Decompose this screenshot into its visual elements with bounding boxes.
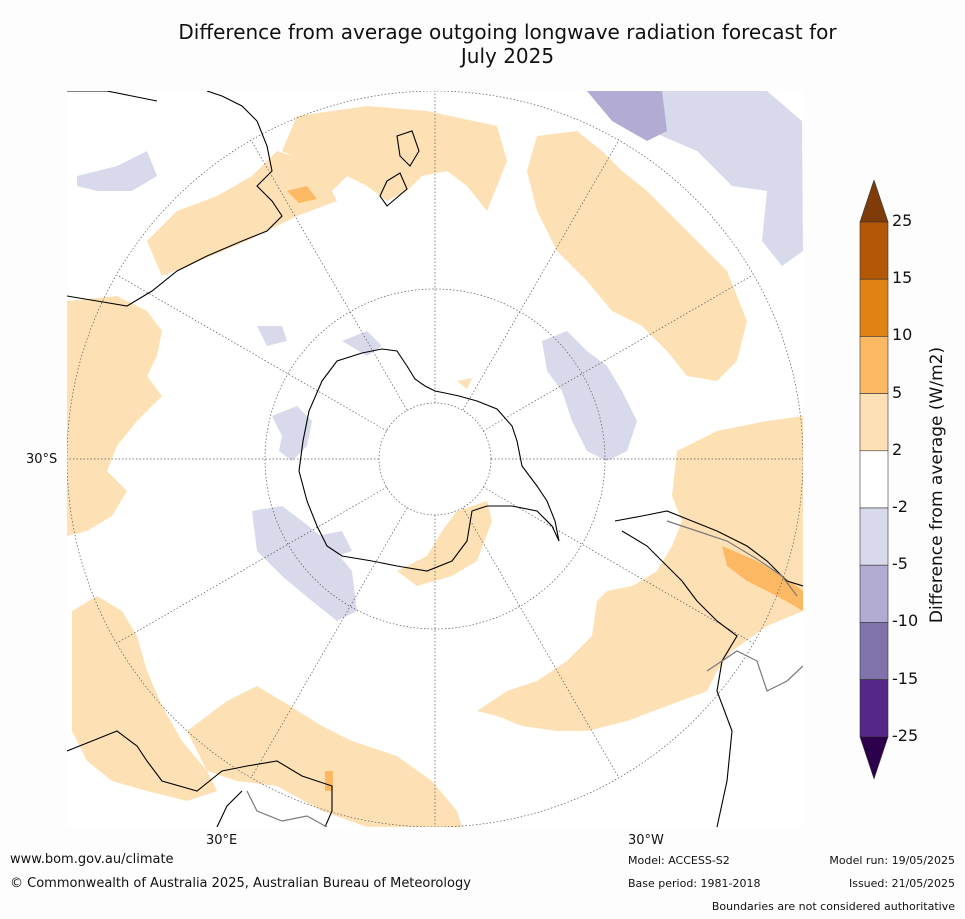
graticule xyxy=(67,91,803,827)
colorbar-segment xyxy=(859,221,889,280)
colorbar-extend-bottom xyxy=(859,736,889,780)
footer-url: www.bom.gov.au/climate xyxy=(10,852,174,867)
colorbar-tick-label: 5 xyxy=(892,382,903,402)
colorbar-tick-label: -10 xyxy=(892,611,919,631)
coastlines xyxy=(67,91,803,827)
colorbar-tick-label: -5 xyxy=(892,554,908,574)
colorbar-segment xyxy=(859,622,889,680)
title-line-2: July 2025 xyxy=(460,44,555,68)
colorbar-segment xyxy=(859,336,889,394)
colorbar-segment xyxy=(859,679,889,738)
colorbar-segment xyxy=(859,278,889,337)
map-title: Difference from average outgoing longwav… xyxy=(120,20,895,68)
colorbar-tick-label: -2 xyxy=(892,497,908,516)
country-boundaries xyxy=(246,520,803,827)
negative-anomaly-regions xyxy=(77,91,803,621)
colorbar-tick-label: 25 xyxy=(892,211,913,230)
new-zealand-coastline xyxy=(396,130,420,167)
footer-model: Model: ACCESS-S2 xyxy=(628,854,730,867)
footer-disclaimer: Boundaries are not considered authoritat… xyxy=(711,900,955,913)
australia-coastline xyxy=(67,91,283,307)
colorbar-tick-label: 10 xyxy=(892,325,913,345)
lon-label-30e: 30°E xyxy=(206,833,238,848)
colorbar-title: Difference from average (W/m2) xyxy=(927,346,947,624)
colorbar xyxy=(859,180,889,780)
colorbar-segment xyxy=(859,393,889,452)
title-line-1: Difference from average outgoing longwav… xyxy=(178,20,837,44)
footer-copyright: © Commonwealth of Australia 2025, Austra… xyxy=(10,876,471,891)
colorbar-tick-label: 15 xyxy=(892,268,913,288)
colorbar-segment xyxy=(859,507,889,566)
footer-base-period: Base period: 1981-2018 xyxy=(628,877,761,890)
footer-issued: Issued: 21/05/2025 xyxy=(848,877,955,890)
africa-coastline xyxy=(67,730,333,827)
colorbar-segment xyxy=(859,564,889,623)
polar-anomaly-map xyxy=(67,91,803,827)
lat-label-30s: 30°S xyxy=(26,452,58,467)
footer-model-run: Model run: 19/05/2025 xyxy=(829,854,955,867)
antarctica-coastline xyxy=(298,348,560,572)
lon-label-30w: 30°W xyxy=(628,833,664,848)
colorbar-extend-top xyxy=(859,180,889,223)
positive-anomaly-regions xyxy=(67,106,803,827)
colorbar-tick-label: -15 xyxy=(892,668,919,688)
colorbar-tick-label: 2 xyxy=(892,439,903,459)
strong-positive-anomaly-regions xyxy=(287,186,803,791)
colorbar-tick-label: -25 xyxy=(892,725,919,745)
strong-negative-anomaly-regions xyxy=(587,91,667,141)
colorbar-segment xyxy=(859,450,889,509)
